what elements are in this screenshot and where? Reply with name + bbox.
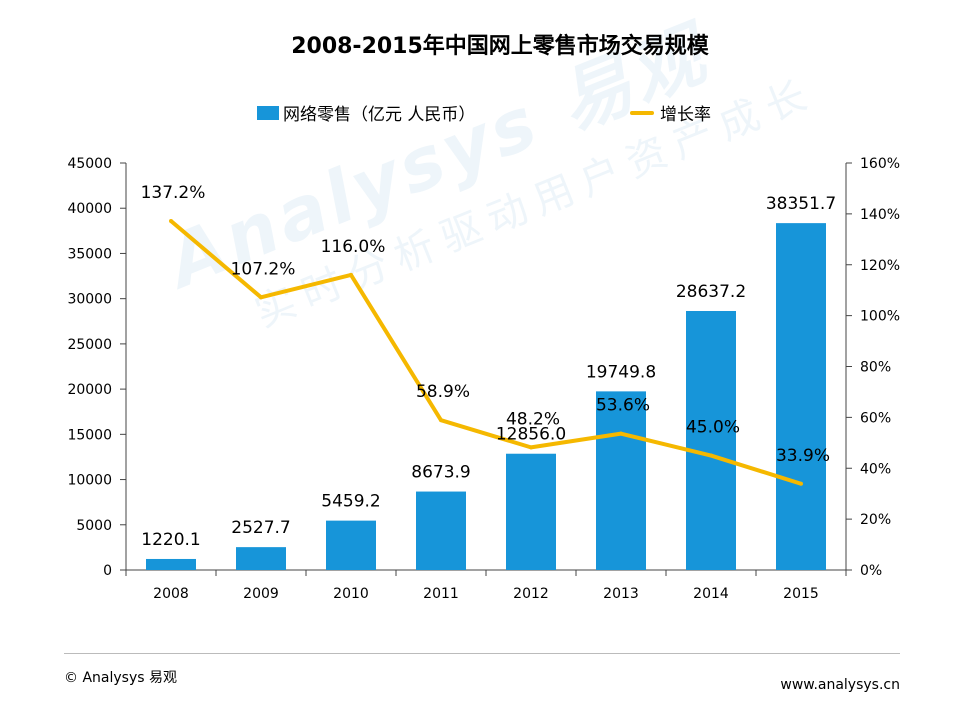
x-tick-label: 2012 [513,586,549,602]
y-left-tick-label: 20000 [67,382,112,398]
y-right-tick-label: 120% [860,258,900,274]
y-left-tick-label: 15000 [67,427,112,443]
x-tick-label: 2014 [693,586,729,602]
y-left-tick-label: 10000 [67,473,112,489]
bar-value-label: 2527.7 [231,518,290,538]
x-tick-label: 2011 [423,586,459,602]
bar-value-label: 8673.9 [411,463,470,483]
y-left-tick-label: 0 [103,563,112,579]
growth-point [259,295,263,300]
y-left-tick-label: 25000 [67,337,112,353]
growth-point [529,445,533,450]
growth-value-label: 45.0% [686,418,740,438]
y-right-tick-label: 140% [860,207,900,223]
y-right-tick-label: 20% [860,512,891,528]
growth-value-label: 53.6% [596,396,650,416]
growth-value-label: 107.2% [231,259,296,279]
growth-point [619,431,623,436]
growth-value-label: 116.0% [321,237,386,257]
y-right-tick-label: 60% [860,410,891,426]
legend-bar-label: 网络零售（亿元 人民币） [283,105,476,125]
y-left-tick-label: 35000 [67,246,112,262]
bar-value-label: 12856.0 [496,425,566,445]
chart-legend: 网络零售（亿元 人民币） 增长率 [0,100,960,126]
growth-value-label: 48.2% [506,409,560,429]
y-right-tick-label: 80% [860,360,891,376]
growth-line [169,219,802,486]
bar [596,391,646,570]
x-tick-label: 2015 [783,586,819,602]
growth-point [709,453,713,458]
y-left-tick-label: 40000 [67,201,112,217]
y-right-tick-label: 160% [860,156,900,172]
bar-value-label: 28637.2 [676,282,746,302]
y-left-tick-label: 5000 [76,518,112,534]
x-tick-label: 2013 [603,586,639,602]
bar-value-label: 1220.1 [141,530,200,550]
bar-value-label: 19749.8 [586,362,656,382]
growth-point [799,481,803,486]
growth-point [439,418,443,423]
growth-point [349,272,353,277]
legend-line-label: 增长率 [660,105,711,125]
growth-point [169,218,173,223]
bar-value-label: 5459.2 [321,492,380,512]
bar [146,558,196,570]
bar [776,223,826,570]
y-right-tick-label: 0% [860,563,882,579]
x-tick-label: 2009 [243,586,279,602]
y-right-tick-label: 40% [860,461,891,477]
legend-line-swatch [630,110,654,115]
growth-value-label: 137.2% [141,183,206,203]
legend-item-bar: 网络零售（亿元 人民币） [257,100,475,125]
bar [416,491,466,570]
growth-value-label: 58.9% [416,382,470,402]
y-left-tick-label: 45000 [67,156,112,172]
bar-value-label: 38351.7 [766,194,836,214]
bar [686,310,736,570]
y-right-tick-label: 100% [860,309,900,325]
x-tick-label: 2010 [333,586,369,602]
legend-item-line: 增长率 [630,100,711,125]
footer-copyright: © Analysys 易观 [64,670,177,686]
bar [326,520,376,570]
growth-value-label: 33.9% [776,446,830,466]
legend-bar-swatch [257,105,279,120]
bar [506,453,556,570]
x-tick-label: 2008 [153,586,189,602]
y-left-tick-label: 30000 [67,292,112,308]
chart-title: 2008-2015年中国网上零售市场交易规模 [291,34,709,59]
footer-divider [64,653,900,654]
footer-website: www.analysys.cn [780,677,900,693]
bar [236,547,286,570]
